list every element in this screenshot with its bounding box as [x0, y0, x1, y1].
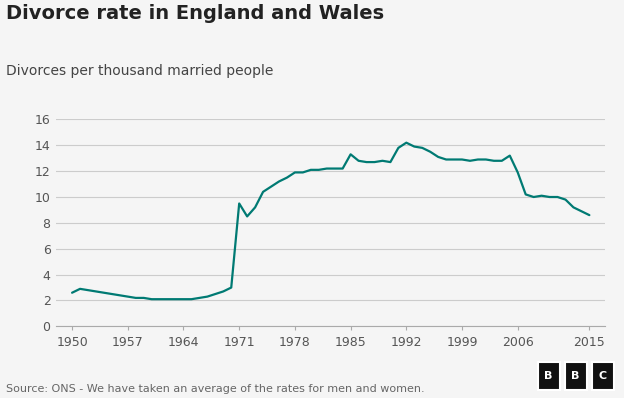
Text: Source: ONS - We have taken an average of the rates for men and women.: Source: ONS - We have taken an average o… [6, 384, 425, 394]
Text: Divorces per thousand married people: Divorces per thousand married people [6, 64, 273, 78]
FancyBboxPatch shape [592, 362, 613, 390]
FancyBboxPatch shape [538, 362, 560, 390]
Text: B: B [572, 371, 580, 381]
Text: C: C [598, 371, 607, 381]
FancyBboxPatch shape [565, 362, 587, 390]
Text: Divorce rate in England and Wales: Divorce rate in England and Wales [6, 4, 384, 23]
Text: B: B [545, 371, 553, 381]
